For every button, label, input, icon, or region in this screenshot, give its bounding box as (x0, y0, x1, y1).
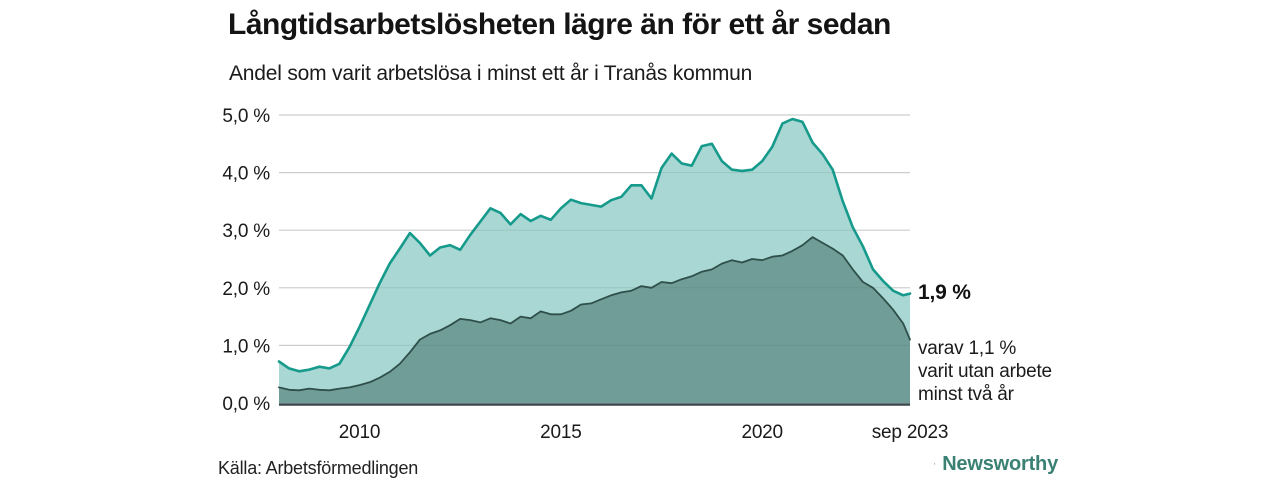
line-series-1 (277, 117, 912, 373)
y-tick-label: 2,0 % (222, 279, 270, 300)
y-tick-label: 3,0 % (222, 221, 270, 242)
bar-chart-speech-bubble-icon (934, 463, 936, 465)
end-sub-line-1: varav 1,1 % (918, 338, 1017, 359)
x-tick-label: 2015 (540, 422, 581, 443)
y-tick-label: 0,0 % (222, 394, 270, 415)
y-tick-label: 4,0 % (222, 164, 270, 185)
source-note: Källa: Arbetsförmedlingen (218, 458, 419, 478)
end-sub-label: varav 1,1 % varit utan arbete minst två … (918, 337, 1078, 406)
end-sub-line-3: minst två år (918, 384, 1014, 405)
page-title: Långtidsarbetslösheten lägre än för ett … (228, 8, 891, 41)
end-value-label: 1,9 % (918, 281, 971, 304)
y-tick-label: 5,0 % (222, 106, 270, 127)
chart-subtitle: Andel som varit arbetslösa i minst ett å… (229, 62, 753, 85)
x-tick-label: sep 2023 (872, 422, 949, 443)
line-series-2 (278, 236, 911, 392)
end-sub-line-2: varit utan arbete (918, 361, 1052, 382)
brand-name: Newsworthy (942, 452, 1058, 475)
area-series-2 (279, 237, 910, 403)
x-tick-label: 2010 (339, 422, 380, 443)
x-tick-label: 2020 (741, 422, 782, 443)
newsworthy-logo: Newsworthy (934, 449, 1058, 479)
y-tick-label: 1,0 % (222, 336, 270, 357)
